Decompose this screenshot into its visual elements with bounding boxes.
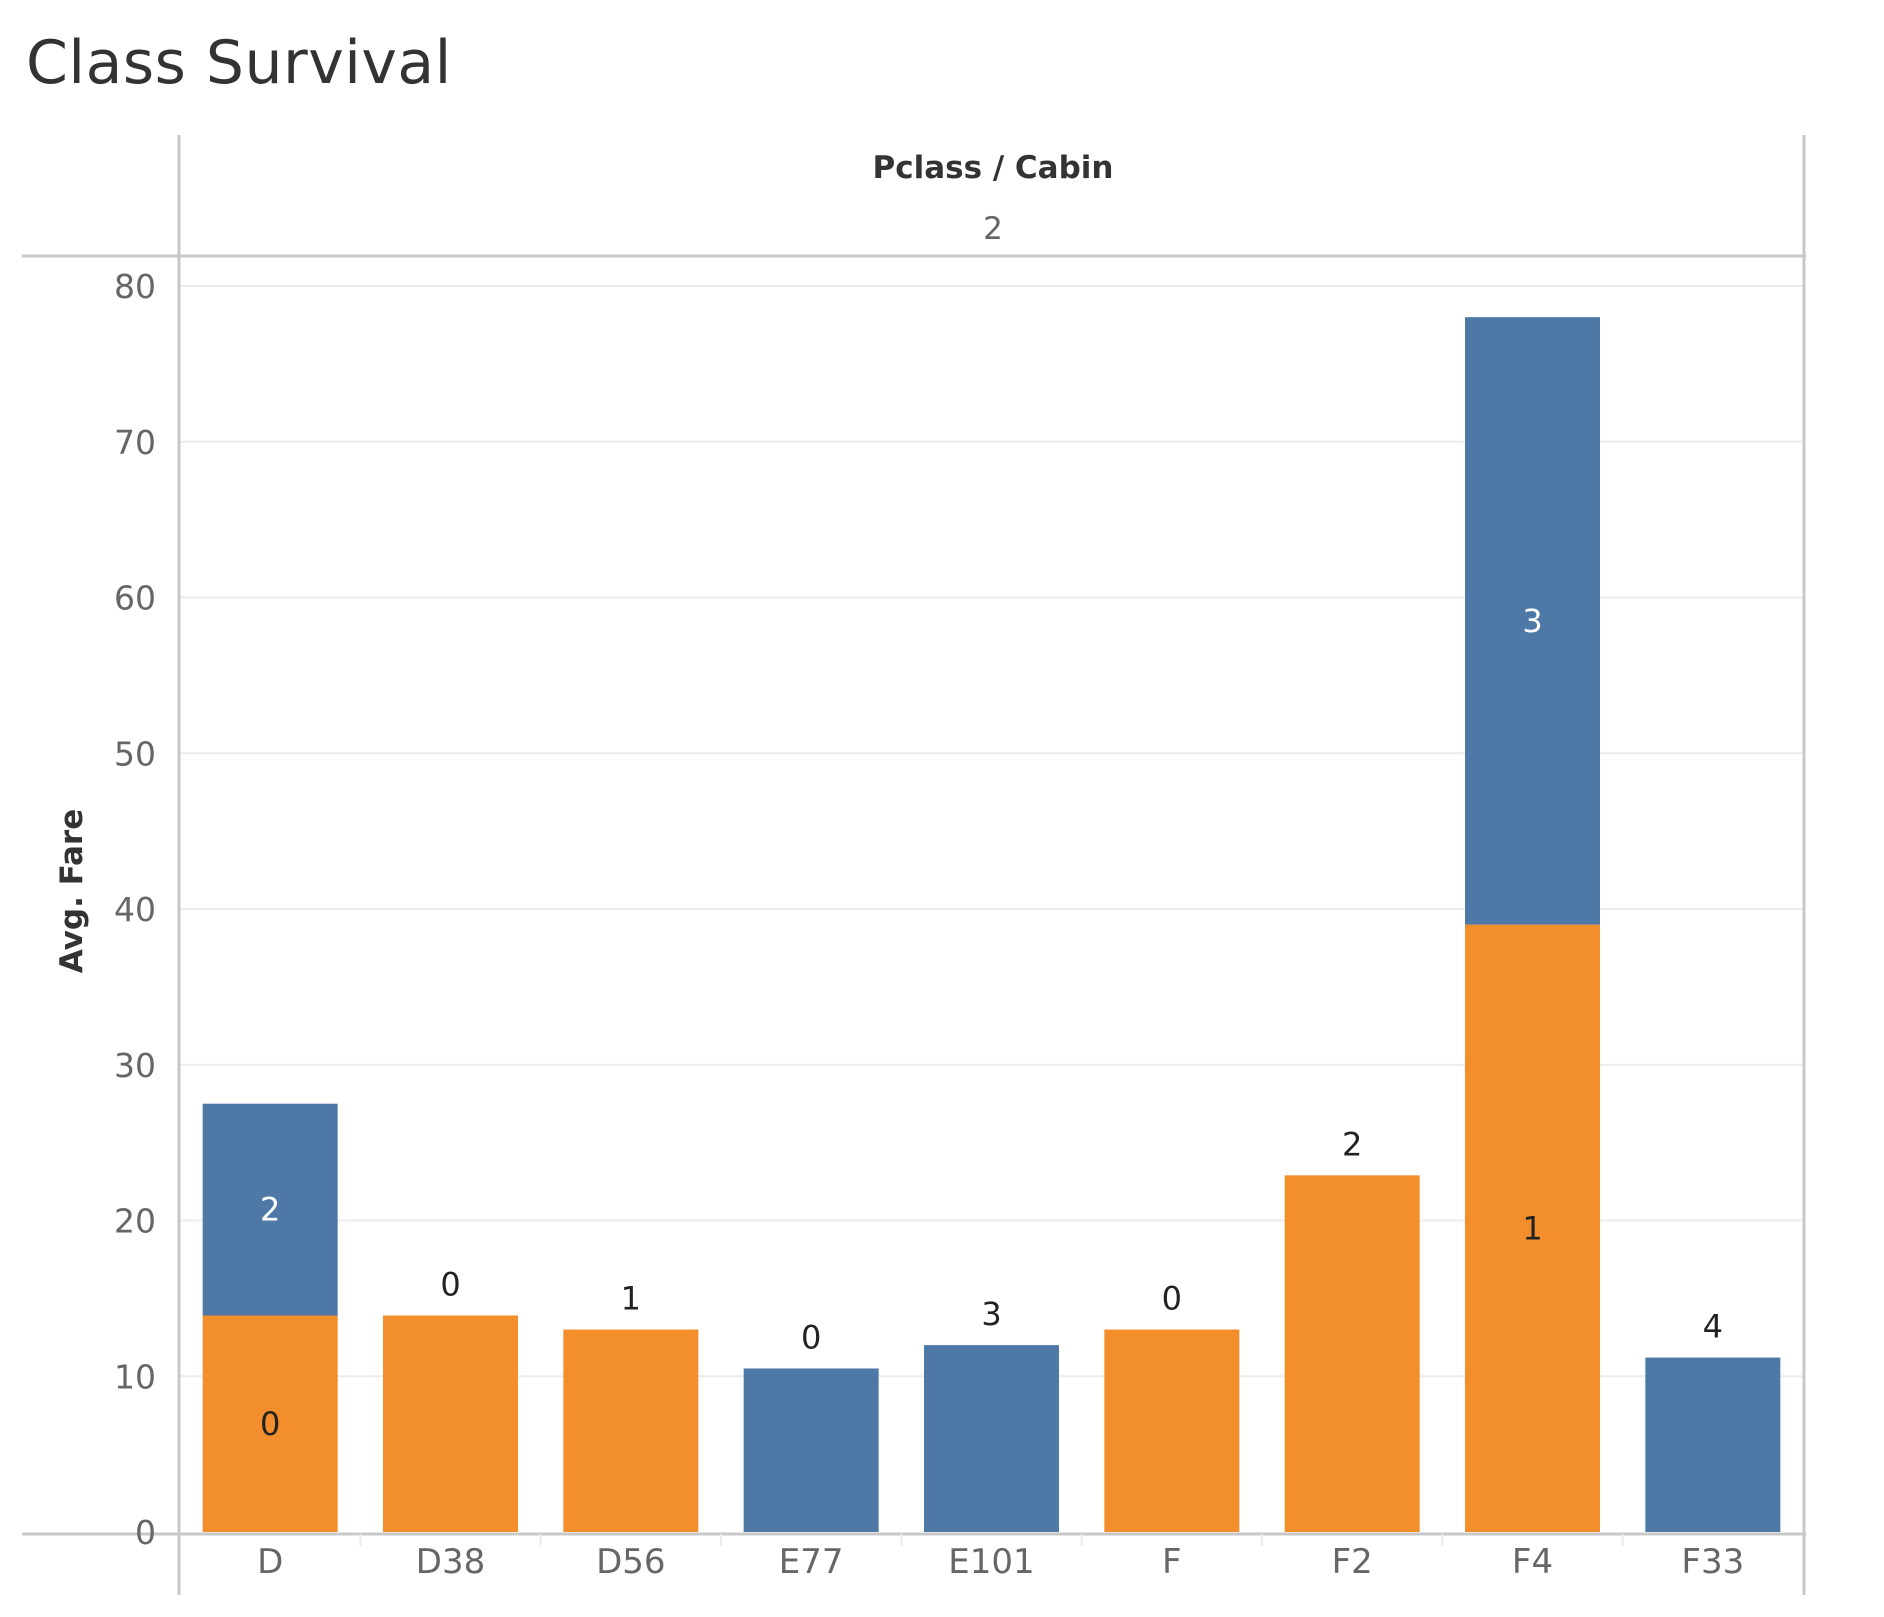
data-label-F4-0: 1 — [1522, 1209, 1542, 1247]
column-header-title: Pclass / Cabin — [872, 150, 1113, 186]
bar-F4-blue-segment[interactable] — [1465, 317, 1600, 925]
data-label-D-0: 0 — [260, 1405, 280, 1443]
frame-layer — [22, 135, 1806, 1595]
x-tick-label-F: F — [1162, 1542, 1182, 1582]
bar-D-blue-segment[interactable] — [202, 1103, 338, 1316]
data-label-E77-0: 0 — [801, 1318, 821, 1356]
x-tick-label-D56: D56 — [596, 1542, 665, 1582]
data-label-D56-0: 1 — [621, 1280, 641, 1318]
bar-E77-blue-segment[interactable] — [743, 1368, 879, 1532]
y-axis-title: Avg. Fare — [54, 809, 90, 973]
x-tick-label-D38: D38 — [416, 1542, 485, 1582]
y-tick-label: 0 — [135, 1513, 156, 1552]
bar-F2-orange-segment[interactable] — [1284, 1175, 1420, 1532]
bar-D56-orange-segment[interactable] — [563, 1329, 699, 1532]
y-tick-label: 80 — [114, 267, 156, 306]
x-tick-label-D: D — [257, 1542, 283, 1582]
bars-layer — [202, 317, 1781, 1532]
xticks-layer: D D38 D56 E77 E101 F F2 F4 F33 — [257, 1534, 1744, 1582]
yticks-layer: 0 10 20 30 40 50 60 70 80 — [114, 267, 156, 1552]
data-label-F-0: 0 — [1162, 1280, 1182, 1318]
bar-F4-orange-segment[interactable] — [1465, 924, 1600, 1532]
x-tick-label-F4: F4 — [1512, 1542, 1553, 1582]
column-header-value: 2 — [983, 211, 1003, 247]
y-tick-label: 50 — [114, 734, 156, 773]
data-label-F4-1: 3 — [1522, 602, 1542, 640]
data-label-D38-0: 0 — [440, 1266, 460, 1304]
x-tick-label-E77: E77 — [779, 1542, 844, 1582]
bar-D38-orange-segment[interactable] — [383, 1315, 518, 1532]
chart-title: Class Survival — [26, 28, 452, 98]
y-tick-label: 20 — [114, 1202, 156, 1241]
x-tick-label-F33: F33 — [1681, 1542, 1744, 1582]
data-label-E101-0: 3 — [981, 1295, 1001, 1333]
y-tick-label: 60 — [114, 579, 156, 618]
y-tick-label: 70 — [114, 423, 156, 462]
bar-D-orange-segment[interactable] — [202, 1315, 338, 1532]
data-label-F33-0: 4 — [1703, 1308, 1723, 1346]
data-label-F2-0: 2 — [1342, 1125, 1362, 1163]
bar-F-orange-segment[interactable] — [1104, 1329, 1240, 1532]
y-tick-label: 10 — [114, 1357, 156, 1396]
labels-layer: 0 2 0 1 0 3 0 2 1 3 4 — [260, 602, 1723, 1443]
x-tick-label-E101: E101 — [948, 1542, 1034, 1582]
y-tick-label: 30 — [114, 1046, 156, 1085]
bar-E101-blue-segment[interactable] — [924, 1345, 1059, 1532]
x-tick-label-F2: F2 — [1332, 1542, 1373, 1582]
y-tick-label: 40 — [114, 890, 156, 929]
bar-F33-blue-segment[interactable] — [1645, 1357, 1781, 1532]
data-label-D-1: 2 — [260, 1191, 280, 1229]
